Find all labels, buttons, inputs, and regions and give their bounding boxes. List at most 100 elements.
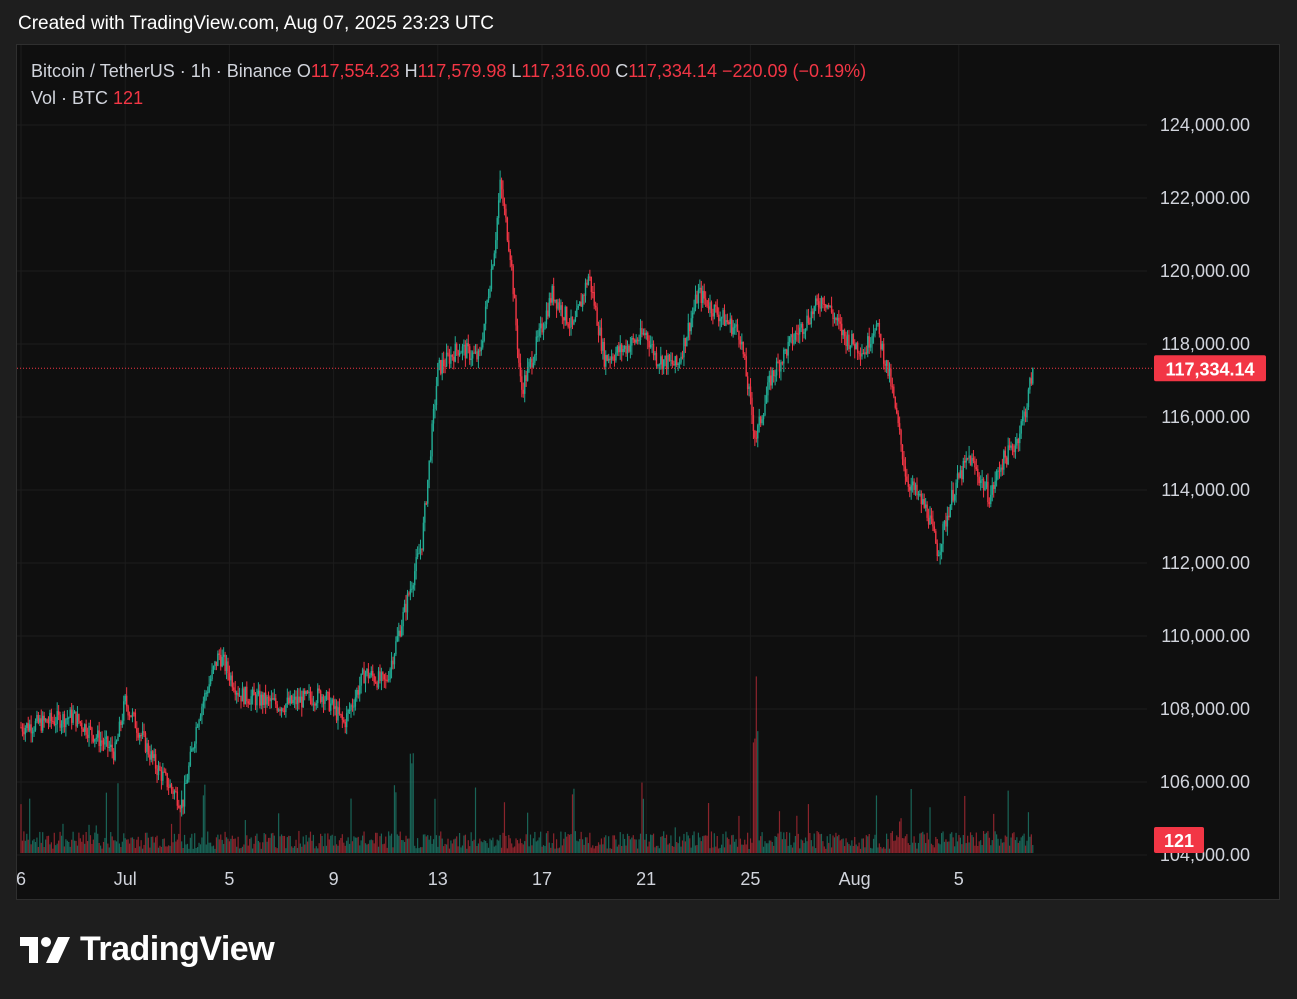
candle-body	[565, 306, 568, 324]
volume-bar	[24, 840, 26, 853]
candle-body	[107, 736, 109, 748]
volume-bar	[868, 833, 870, 853]
volume-bar	[580, 831, 582, 853]
volume-bar	[570, 834, 572, 853]
volume-bar	[741, 844, 743, 853]
candle-body	[502, 189, 504, 203]
volume-bar	[984, 833, 986, 853]
volume-bar	[804, 837, 807, 853]
volume-bar	[680, 846, 682, 853]
candle-body	[632, 337, 634, 340]
symbol-title[interactable]: Bitcoin / TetherUS · 1h · Binance	[31, 61, 292, 81]
candle-body	[754, 430, 756, 438]
candle-body	[369, 675, 371, 679]
volume-label[interactable]: Vol · BTC	[31, 88, 109, 108]
volume-bar	[844, 846, 846, 853]
volume-bar	[490, 840, 493, 853]
volume-bar	[810, 840, 812, 853]
volume-bar	[875, 795, 878, 853]
candle-body	[713, 304, 716, 317]
candle-body	[813, 306, 815, 315]
volume-bar	[626, 833, 629, 853]
candle-body	[353, 706, 355, 708]
volume-bar	[794, 836, 796, 853]
candle-body	[584, 282, 587, 296]
candle-body	[512, 265, 514, 295]
chart-panel[interactable]: 124,000.00 122,000.00 120,000.00 118,000.00…	[16, 44, 1280, 900]
volume-bar	[972, 837, 975, 853]
candle-body	[772, 370, 775, 376]
price-chart[interactable]: 124,000.00 122,000.00 120,000.00 118,000.00…	[17, 45, 1279, 899]
volume-bar	[493, 846, 495, 853]
candle-body	[418, 553, 420, 555]
volume-bar	[933, 847, 935, 853]
candle-body	[136, 728, 138, 733]
y-axis-label: 120,000.00	[1160, 261, 1250, 281]
volume-bar	[956, 841, 959, 853]
volume-bar	[503, 802, 506, 853]
candle-body	[348, 709, 351, 711]
x-axis-label: Aug	[839, 869, 871, 889]
volume-bar	[940, 833, 943, 853]
volume-bar	[857, 846, 859, 853]
candle-body	[69, 709, 71, 718]
candle-body	[473, 352, 475, 354]
candle-body	[37, 715, 40, 723]
candle-body	[403, 603, 406, 612]
candle-body	[576, 308, 578, 318]
volume-bar	[718, 848, 720, 853]
volume-bar	[760, 836, 762, 853]
volume-bar	[1013, 832, 1015, 853]
candle-body	[330, 703, 332, 711]
volume-bar	[279, 836, 281, 853]
candle-body	[942, 523, 944, 544]
candle-body	[959, 470, 962, 478]
candle-body	[981, 479, 983, 481]
volume-bar	[658, 848, 660, 853]
candle-body	[314, 703, 316, 706]
candle-body	[800, 323, 802, 328]
volume-bar	[46, 836, 48, 853]
candle-body	[398, 630, 400, 636]
candle-body	[716, 306, 718, 315]
candle-body	[344, 722, 346, 728]
volume-bar	[870, 847, 872, 853]
candle-body	[52, 720, 54, 722]
volume-bar	[227, 838, 229, 853]
candle-body	[180, 799, 183, 809]
volume-bar	[1010, 837, 1012, 853]
volume-bar	[185, 844, 187, 853]
volume-bar	[364, 843, 367, 853]
candle-body	[99, 740, 102, 747]
volume-bar	[346, 840, 348, 853]
candle-body	[891, 386, 894, 388]
candle-body	[1023, 411, 1025, 417]
volume-bar	[78, 832, 80, 853]
volume-bar	[603, 837, 605, 853]
candle-body	[400, 626, 403, 637]
candle-body	[993, 485, 995, 489]
volume-bar	[223, 843, 225, 853]
candle-body	[1014, 445, 1017, 453]
candle-body	[205, 692, 207, 694]
candle-body	[225, 661, 228, 671]
candle-body	[380, 672, 383, 681]
volume-bar	[259, 842, 261, 853]
candle-body	[396, 635, 399, 642]
volume-bar	[673, 846, 675, 853]
candle-body	[945, 520, 947, 527]
volume-bar	[965, 843, 967, 853]
candle-body	[124, 695, 126, 702]
volume-bar	[498, 840, 500, 853]
tradingview-logo[interactable]: TradingView	[20, 930, 275, 969]
volume-bar	[395, 792, 397, 853]
candle-body	[804, 328, 807, 332]
candle-body	[195, 726, 197, 744]
volume-bar	[202, 795, 204, 853]
candle-body	[364, 673, 367, 684]
volume-bar	[815, 848, 817, 853]
volume-bar	[528, 846, 530, 853]
candle-body	[516, 325, 519, 350]
candle-body	[73, 711, 76, 714]
candle-body	[882, 343, 885, 364]
